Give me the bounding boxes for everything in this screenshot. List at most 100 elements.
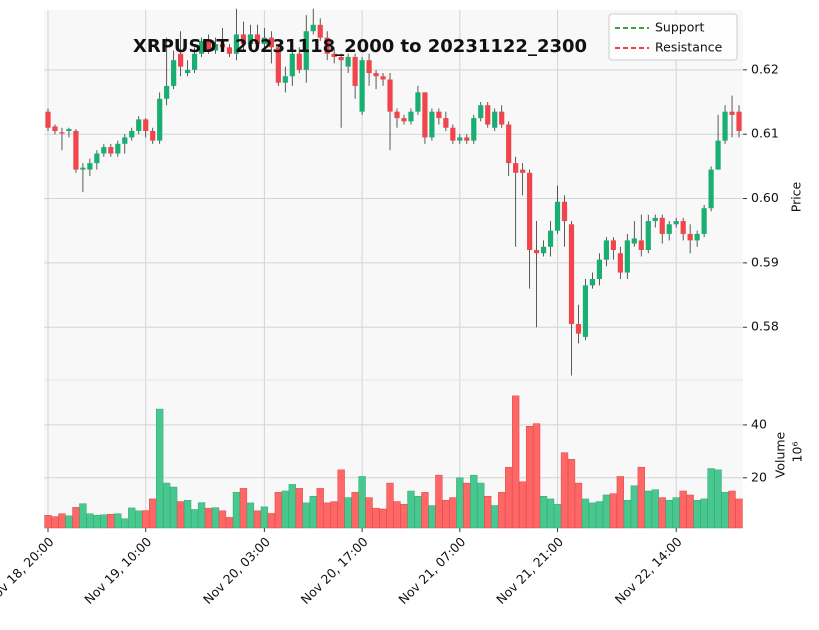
candle-body — [547, 230, 554, 247]
volume-bar — [372, 507, 380, 529]
candle-body — [352, 56, 358, 86]
volume-bar — [644, 490, 652, 529]
x-tick-label: Nov 21, 07:00 — [395, 534, 468, 607]
candle-body — [617, 253, 623, 273]
volume-bar — [428, 505, 436, 529]
volume-bar — [456, 477, 464, 529]
candle-body — [659, 217, 665, 234]
volume-bar — [609, 493, 618, 529]
volume-bar — [553, 503, 562, 529]
candle-body — [575, 324, 582, 334]
candle-body — [240, 34, 247, 45]
candle-body — [219, 44, 226, 48]
candle-body — [631, 238, 637, 244]
volume-bar — [595, 501, 604, 529]
volume-bar — [505, 466, 513, 529]
candle-body — [359, 60, 365, 112]
volume-bar — [121, 518, 129, 529]
candle-body — [645, 221, 651, 251]
volume-bar — [149, 498, 157, 529]
price-panel — [44, 10, 743, 380]
candle-body — [694, 233, 700, 241]
volume-bar — [630, 485, 638, 529]
candle-body — [464, 137, 470, 141]
volume-bar — [163, 482, 171, 529]
x-tick-label: Nov 22, 14:00 — [612, 534, 685, 607]
candle-body — [401, 118, 407, 122]
y-tick-label: 40 — [751, 416, 767, 431]
candle-body — [261, 37, 267, 45]
candle-body — [596, 259, 603, 279]
candle-body — [185, 69, 191, 74]
volume-bar — [86, 513, 94, 529]
volume-bar — [197, 502, 206, 529]
volume-bar — [386, 482, 394, 529]
candle-body — [338, 56, 344, 61]
volume-bar — [491, 505, 499, 529]
volume-bar — [183, 500, 192, 529]
volume-bar — [176, 501, 185, 529]
volume-bar — [344, 497, 352, 529]
candle-body — [540, 246, 547, 254]
candle-body — [457, 137, 463, 141]
volume-bar — [463, 482, 471, 529]
volume-bar — [253, 510, 262, 529]
candle-body — [603, 240, 609, 260]
chart-title: XRPUSDT 20231118_2000 to 20231122_2300 — [133, 36, 587, 57]
volume-bar — [72, 507, 80, 529]
candle-body — [94, 153, 100, 164]
candle-body — [520, 169, 526, 173]
volume-bar — [295, 488, 303, 529]
volume-bar — [525, 426, 534, 529]
volume-bar — [435, 474, 443, 529]
legend-label: Resistance — [655, 40, 723, 55]
volume-bar — [672, 497, 680, 529]
volume-bar — [156, 408, 164, 529]
volume-bar — [169, 486, 178, 529]
candle-body — [87, 163, 93, 170]
volume-bar — [274, 492, 282, 529]
volume-bar — [714, 469, 722, 529]
candle-body — [247, 34, 254, 45]
volume-bar — [260, 506, 269, 529]
x-tick-label: Nov 19, 10:00 — [81, 534, 154, 607]
volume-bar — [532, 423, 541, 529]
candle-body — [506, 124, 512, 164]
legend-label: Support — [655, 20, 705, 35]
candle-body — [303, 31, 309, 70]
candle-body — [296, 53, 302, 70]
volume-bar — [449, 497, 457, 529]
candle-body — [73, 130, 79, 170]
candle-body — [366, 60, 372, 74]
candle-body — [450, 127, 456, 141]
volume-bar — [65, 515, 73, 529]
volume-bar — [239, 488, 248, 529]
volume-bar — [379, 508, 387, 529]
y-tick-label: 0.58 — [751, 319, 779, 334]
volume-bar — [518, 481, 527, 529]
volume-bar — [135, 510, 143, 529]
candle-body — [108, 147, 114, 154]
candle-body — [736, 111, 742, 131]
volume-bar — [484, 496, 492, 529]
volume-bar — [351, 492, 359, 529]
candle-body — [408, 111, 414, 122]
candle-body — [492, 111, 498, 128]
candle-body — [722, 111, 728, 141]
volume-bar — [616, 476, 625, 529]
candle-body — [624, 240, 630, 273]
volume-bar — [400, 503, 408, 529]
candle-body — [129, 130, 135, 138]
volume-scale-label: 10⁶ — [790, 442, 805, 463]
volume-bar — [190, 509, 199, 529]
volume-bar — [560, 452, 569, 529]
candle-body — [254, 34, 260, 45]
volume-bar — [477, 482, 485, 529]
candle-body — [157, 98, 163, 141]
candle-body — [485, 105, 491, 125]
candle-body — [122, 137, 128, 144]
volume-bar — [309, 496, 317, 529]
y-tick-label: 20 — [751, 469, 767, 484]
candle-body — [561, 201, 568, 222]
